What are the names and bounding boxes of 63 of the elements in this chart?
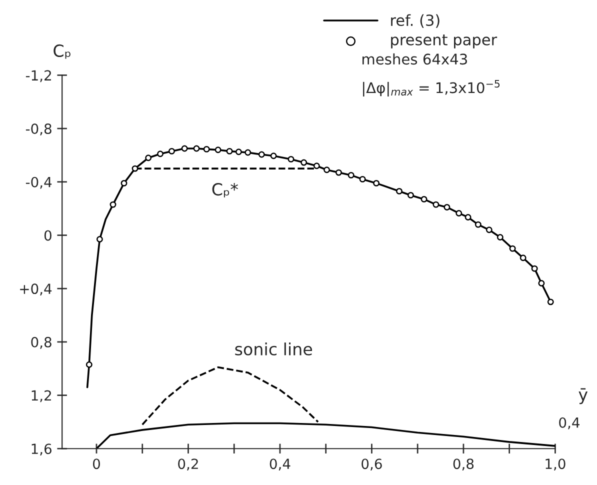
y-tick-label: 0 <box>44 230 52 241</box>
point <box>407 192 414 198</box>
point <box>193 145 200 152</box>
point <box>181 145 188 152</box>
point <box>214 146 222 154</box>
point <box>235 148 242 156</box>
x-tick-label: 0 <box>92 458 100 470</box>
point <box>157 150 164 158</box>
point <box>145 154 152 162</box>
y-tick-label: +0,4 <box>20 284 52 296</box>
point <box>464 214 472 220</box>
x-tick-label: 0,8 <box>453 458 474 471</box>
point <box>474 221 482 228</box>
y-axis-title: Cₚ <box>54 44 70 59</box>
y-tick-label: 1,6 <box>32 444 52 456</box>
point <box>420 196 428 202</box>
y-tick-label: -0,4 <box>26 176 52 189</box>
legend-label: ref. (3) <box>391 14 440 28</box>
point <box>335 169 342 176</box>
x-tick-label: 0,2 <box>178 458 198 471</box>
point <box>359 176 366 182</box>
y-tick-label: 1,2 <box>32 390 51 402</box>
point <box>258 151 265 158</box>
point <box>348 172 354 178</box>
legend-label: present paper <box>391 34 498 48</box>
y-tick-label: -1,2 <box>26 70 51 82</box>
point <box>531 265 538 272</box>
point <box>547 298 554 306</box>
point <box>120 180 128 186</box>
point <box>86 361 92 368</box>
x-tick-label: 0,6 <box>362 458 382 471</box>
point <box>373 180 380 186</box>
point <box>496 234 504 240</box>
y-tick-label: -0,8 <box>26 123 52 136</box>
x-tick-label: 1,0 <box>546 458 566 471</box>
point <box>520 254 526 262</box>
point <box>300 159 308 166</box>
text: ȳ <box>578 388 588 404</box>
point <box>168 148 175 154</box>
y-tick-label: 0,8 <box>31 336 52 349</box>
point <box>324 166 330 174</box>
annotation: Cₚ* <box>212 182 238 198</box>
point <box>96 236 103 242</box>
annotation: sonic line <box>235 342 312 356</box>
point <box>538 280 545 286</box>
point <box>486 226 492 234</box>
point <box>244 149 252 156</box>
point <box>432 201 440 208</box>
point <box>270 152 277 160</box>
text: meshes 64x43 <box>362 53 467 65</box>
x-tick-label: 0,4 <box>270 458 290 471</box>
point <box>132 165 138 172</box>
point <box>110 201 116 208</box>
point <box>226 148 233 154</box>
text: 0,4 <box>559 417 580 430</box>
point <box>509 245 516 252</box>
point <box>313 162 320 170</box>
point <box>288 156 294 162</box>
point <box>444 204 450 210</box>
annotation: |Δφ|$_{max}$ = 1,3x10$^{−5}$ <box>363 80 500 96</box>
point <box>396 188 402 194</box>
point <box>203 146 210 152</box>
point <box>456 210 462 216</box>
